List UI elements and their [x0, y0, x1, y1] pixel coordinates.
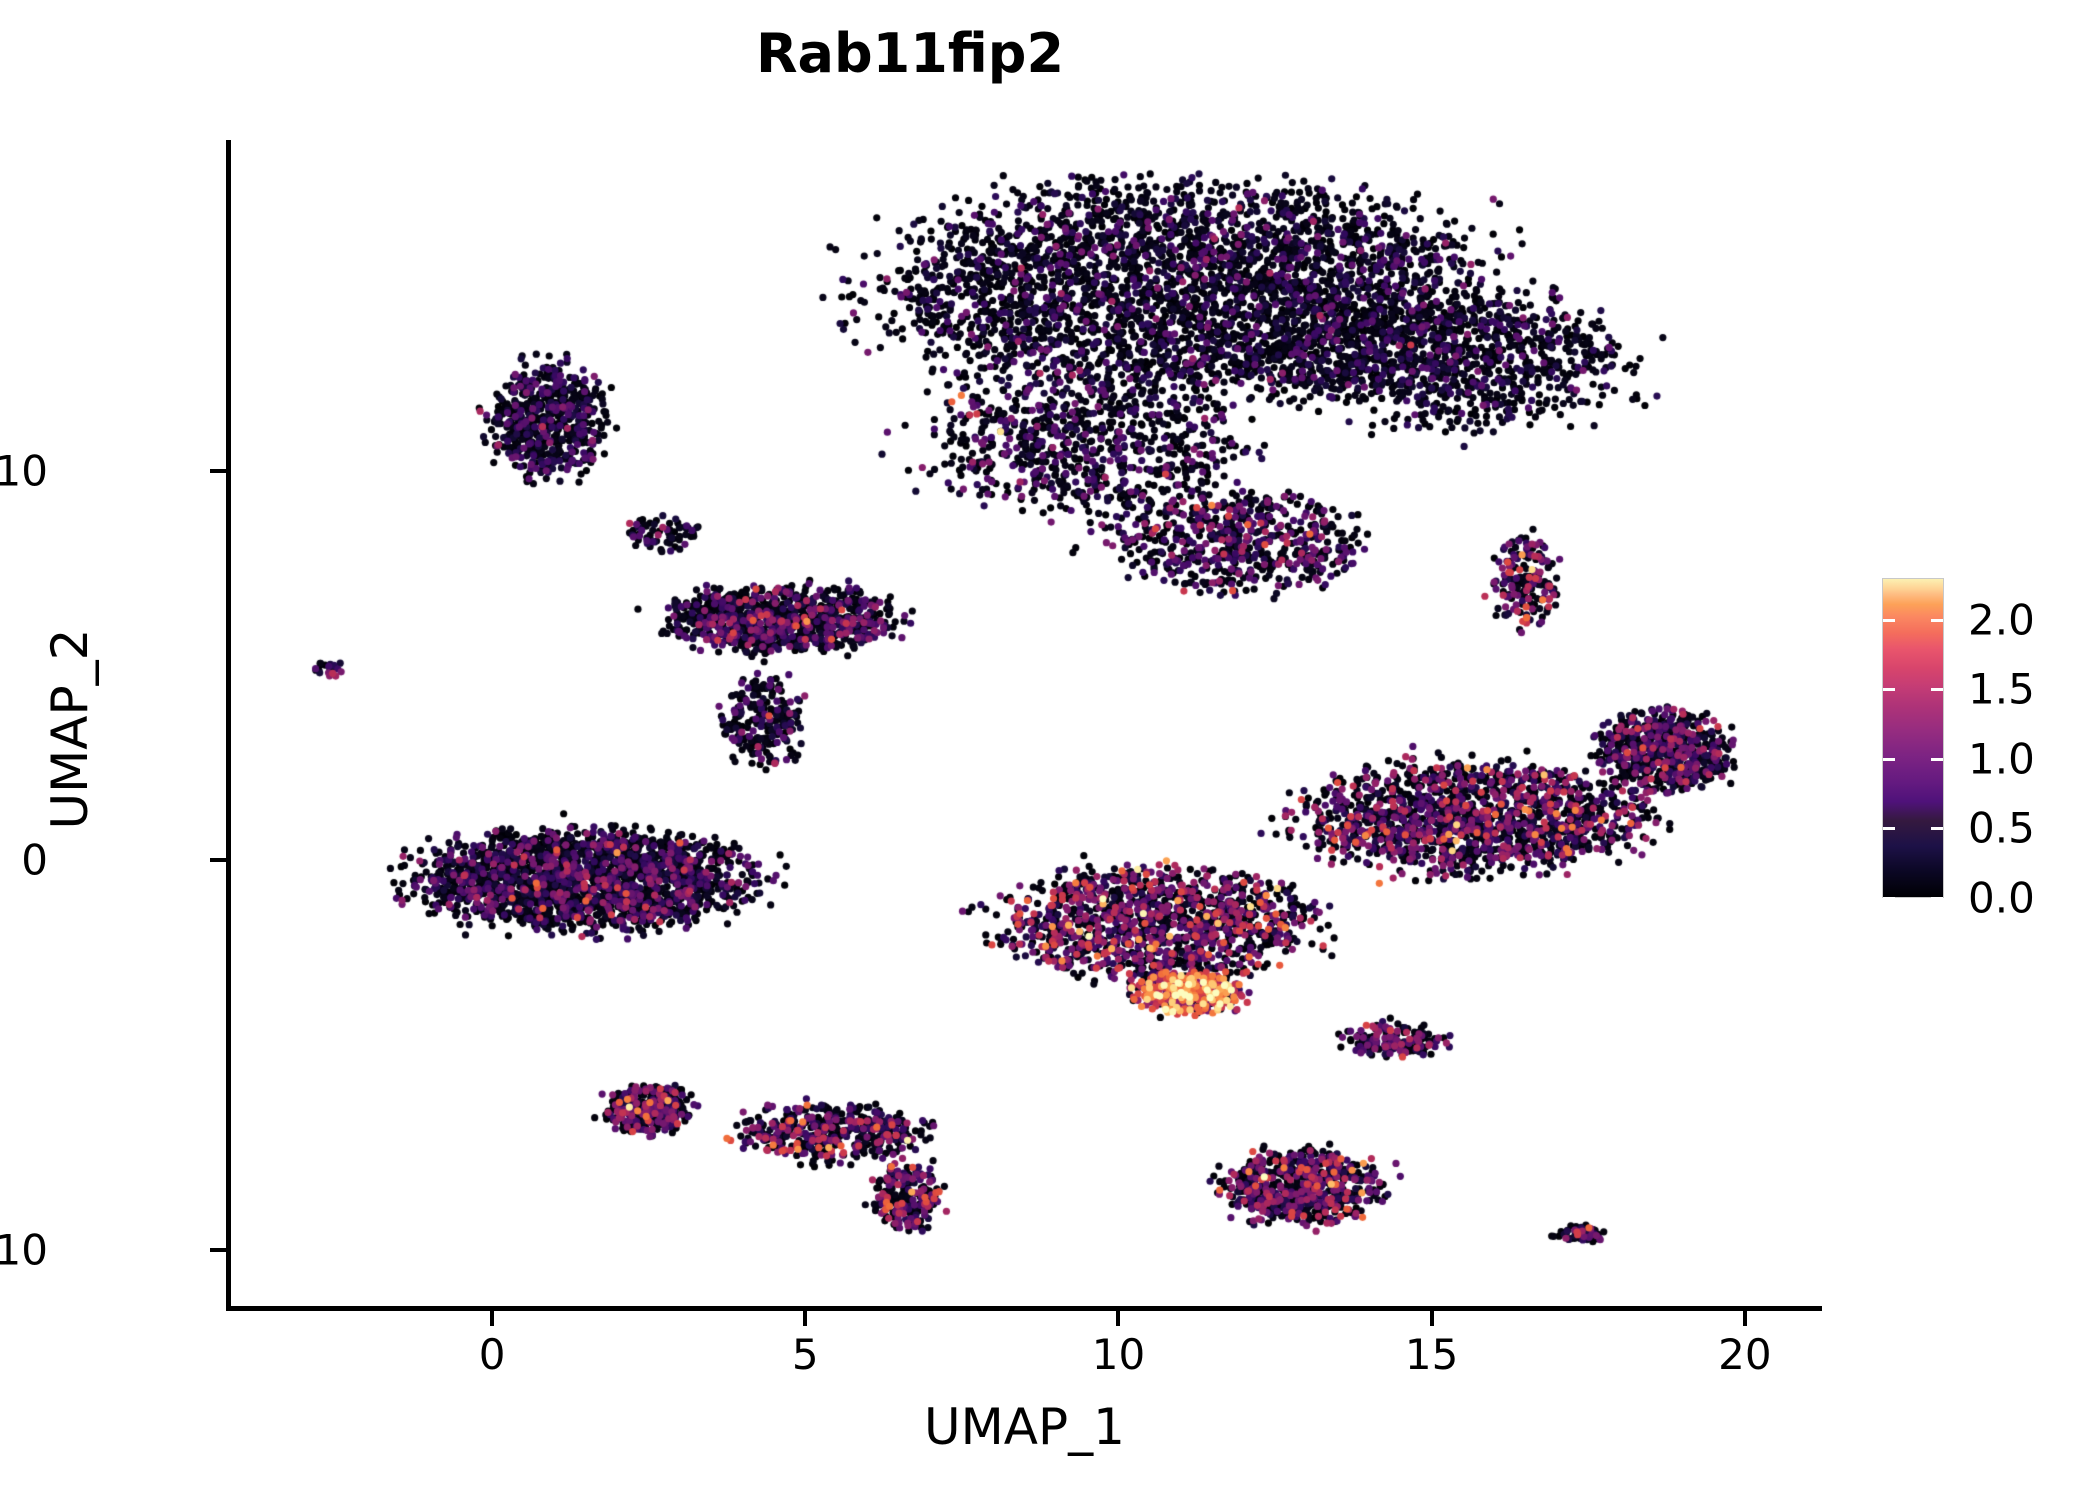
page-title: Rab11fip2 [755, 22, 1065, 85]
y-tick-label: 0 [21, 835, 48, 885]
colorbar-tick-label: 1.0 [1968, 734, 2035, 784]
x-tick-mark [1742, 1310, 1747, 1326]
y-axis-label: UMAP_2 [41, 628, 99, 830]
y-tick-label: -10 [0, 1225, 48, 1275]
colorbar-tick-mark [1931, 897, 1943, 900]
colorbar-tick-label: 1.5 [1968, 664, 2035, 714]
x-tick-mark [1116, 1310, 1121, 1326]
x-axis-label: UMAP_1 [924, 1398, 1125, 1456]
colorbar-tick-mark [1883, 897, 1895, 900]
x-tick-mark [803, 1310, 808, 1326]
colorbar [1882, 578, 1944, 898]
colorbar-tick-mark [1931, 827, 1943, 831]
x-axis-spine [226, 1306, 1822, 1311]
y-tick-mark [210, 1247, 226, 1252]
x-tick-label: 20 [1718, 1330, 1772, 1379]
y-axis-spine [226, 140, 231, 1311]
colorbar-tick-mark [1883, 618, 1895, 622]
colorbar-gradient [1882, 578, 1944, 898]
colorbar-tick-label: 0.5 [1968, 803, 2035, 853]
colorbar-tick-label: 2.0 [1968, 595, 2035, 645]
colorbar-tick-mark [1883, 757, 1895, 761]
x-tick-label: 15 [1404, 1330, 1459, 1379]
x-tick-label: 0 [478, 1330, 506, 1379]
scatter-plot-canvas [229, 140, 1820, 1308]
x-tick-label: 10 [1091, 1330, 1146, 1379]
colorbar-tick-mark [1931, 757, 1943, 761]
colorbar-tick-mark [1883, 827, 1895, 831]
x-tick-mark [1429, 1310, 1434, 1326]
colorbar-tick-mark [1883, 688, 1895, 692]
colorbar-tick-label: 0.0 [1968, 873, 2035, 923]
x-tick-mark [490, 1310, 495, 1326]
plot-axes-area [229, 140, 1820, 1308]
y-tick-mark [210, 858, 226, 863]
colorbar-tick-mark [1931, 688, 1943, 692]
y-tick-mark [210, 468, 226, 473]
x-tick-label: 5 [791, 1330, 819, 1379]
colorbar-tick-mark [1931, 618, 1943, 622]
y-tick-label: 10 [0, 446, 48, 496]
